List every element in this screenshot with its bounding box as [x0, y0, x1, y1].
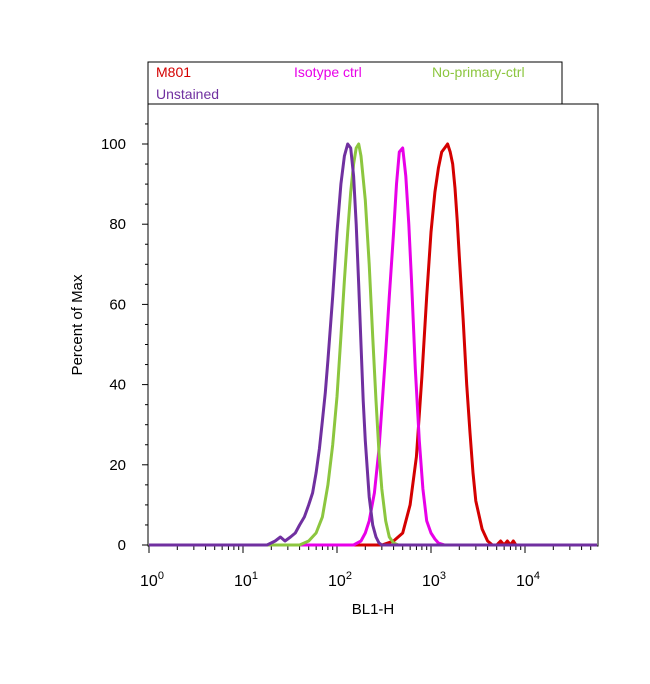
y-tick-label: 0 — [118, 537, 126, 554]
x-tick-label: 101 — [234, 570, 258, 590]
x-tick-label: 102 — [328, 570, 352, 590]
y-tick-label: 60 — [109, 296, 126, 313]
series-line-no-primary-ctrl — [149, 142, 597, 547]
legend-entry-unstained: Unstained — [156, 86, 219, 102]
legend-entry-isotype-ctrl: Isotype ctrl — [294, 64, 362, 80]
x-axis: 100 101 102 103 104 — [140, 546, 592, 590]
x-tick-label: 104 — [516, 570, 540, 590]
y-tick-label: 80 — [109, 216, 126, 233]
series-line-unstained — [149, 142, 597, 547]
x-axis-label: BL1-H — [352, 601, 395, 618]
x-tick-label: 103 — [422, 570, 446, 590]
y-tick-label: 20 — [109, 457, 126, 474]
legend: M801 Isotype ctrl No-primary-ctrl Unstai… — [147, 61, 563, 105]
y-axis-label: Percent of Max — [69, 274, 86, 375]
y-tick-label: 100 — [101, 136, 126, 153]
legend-box — [147, 61, 563, 105]
y-tick-label: 40 — [109, 377, 126, 394]
legend-entry-m801: M801 — [156, 64, 191, 80]
x-tick-label: 100 — [140, 570, 164, 590]
series-lines — [149, 142, 597, 547]
legend-entry-no-primary-ctrl: No-primary-ctrl — [432, 64, 525, 80]
y-axis: 0 20 40 60 80 100 — [101, 104, 149, 554]
